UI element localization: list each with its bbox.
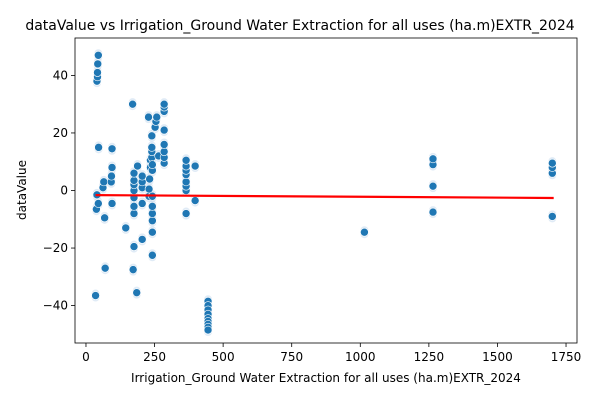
data-point [548,212,557,221]
data-point [360,227,369,237]
data-point [428,207,438,217]
data-point [148,216,157,226]
data-point [137,235,147,244]
regression-layer [95,194,554,200]
x-axis-ticks: 0 250 500 750 1000 1250 1500 1750 [82,343,581,364]
x-axis-label: Irrigation_Ground Water Extraction for a… [131,371,521,385]
data-point [107,199,117,208]
data-points-layer [91,50,557,335]
data-point [428,181,438,191]
data-point [128,99,137,109]
data-point [100,213,109,223]
data-point [159,140,169,149]
data-point [144,112,153,122]
data-point [548,158,557,168]
data-point [152,112,162,122]
x-tick-label: 1500 [482,350,513,364]
data-point [148,209,157,218]
data-point [107,163,117,172]
data-point [190,196,200,205]
data-point [137,199,147,208]
x-tick-label: 1000 [345,350,376,364]
data-point [137,171,147,181]
data-point [181,209,191,218]
data-point [159,99,169,109]
data-point [129,176,139,185]
data-point [190,161,200,171]
data-point [100,263,110,273]
data-point [94,143,103,152]
data-point [147,131,157,141]
data-point [107,171,116,181]
data-point [129,202,139,211]
data-point [129,242,139,251]
chart-title: dataValue vs Irrigation_Ground Water Ext… [25,18,574,34]
y-axis-ticks: −40 −20 0 20 40 [43,68,75,313]
data-point [148,160,157,169]
data-point [128,265,138,274]
y-tick-label: 0 [60,184,68,198]
data-point [181,177,191,187]
data-point [94,50,103,60]
regression-line [95,194,554,200]
data-point [148,227,157,237]
x-tick-label: 1250 [414,350,445,364]
y-tick-label: 20 [53,126,68,140]
data-point [129,209,139,218]
data-point [147,143,157,152]
data-point [133,161,142,171]
y-tick-label: −20 [43,241,68,255]
data-point [159,147,169,156]
y-tick-label: −40 [43,299,68,313]
data-point [121,223,131,233]
data-point [107,144,117,154]
data-point [93,59,103,69]
data-point [159,125,169,135]
data-point [144,184,154,194]
x-tick-label: 500 [212,350,235,364]
data-point [91,291,100,300]
data-point [148,202,157,211]
data-point [203,325,213,335]
data-point [181,155,191,165]
data-point [93,68,102,77]
data-point [99,177,109,187]
data-point [132,288,142,297]
data-point [129,168,139,178]
y-axis-label: dataValue [15,160,29,220]
data-point [428,154,438,164]
data-point [94,199,103,208]
x-tick-label: 250 [143,350,166,364]
data-point [145,174,154,184]
data-point [148,250,157,260]
x-tick-label: 750 [280,350,303,364]
y-tick-label: 40 [53,68,68,82]
x-tick-label: 0 [82,350,90,364]
x-tick-label: 1750 [551,350,582,364]
